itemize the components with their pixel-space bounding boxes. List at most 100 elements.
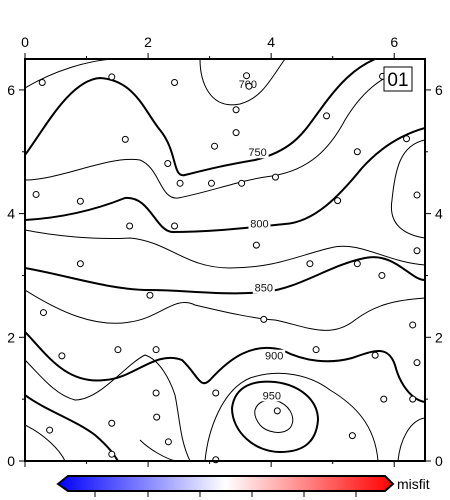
data-points — [32, 72, 421, 464]
contour-lines — [25, 59, 425, 461]
contour-label: 950 — [263, 390, 281, 402]
y-tick-label-right: 4 — [435, 206, 443, 222]
data-point[interactable] — [108, 73, 116, 81]
contour-label: 800 — [250, 218, 268, 230]
data-point[interactable] — [353, 148, 361, 156]
contour-label-bg — [263, 349, 286, 362]
data-point[interactable] — [238, 179, 246, 187]
contour-label: 850 — [255, 283, 273, 295]
contour-line — [390, 139, 425, 239]
data-point[interactable] — [164, 438, 172, 446]
data-point[interactable] — [306, 260, 314, 268]
data-point[interactable] — [76, 260, 84, 268]
x-tick-label: 6 — [390, 34, 398, 50]
data-point[interactable] — [152, 389, 160, 397]
contour-line-700 — [199, 59, 286, 106]
y-tick-label-right: 6 — [435, 82, 443, 98]
contour-line — [25, 67, 411, 199]
contour-line — [254, 399, 294, 433]
data-point[interactable] — [39, 309, 47, 317]
data-point[interactable] — [153, 413, 161, 421]
data-point[interactable] — [108, 450, 116, 458]
contour-line — [25, 229, 425, 269]
data-point[interactable] — [252, 241, 260, 249]
data-point[interactable] — [413, 359, 421, 367]
data-point[interactable] — [371, 351, 379, 359]
contour-line — [397, 417, 425, 461]
data-point[interactable] — [207, 179, 215, 187]
panel-label-box: 01 — [383, 66, 413, 92]
x-tick-label: 4 — [267, 34, 275, 50]
data-point[interactable] — [378, 271, 386, 279]
y-tick-label-right: 2 — [435, 329, 443, 345]
plot-frame — [24, 58, 426, 462]
data-point[interactable] — [312, 346, 320, 354]
y-tick-label-right: 0 — [435, 453, 443, 469]
contour-line — [25, 424, 66, 461]
panel-label: 01 — [387, 70, 408, 91]
data-point[interactable] — [176, 179, 184, 187]
data-point[interactable] — [146, 291, 154, 299]
contour-label: 900 — [265, 351, 283, 363]
colorbar-label: misfit — [397, 476, 430, 492]
contour-line-850[interactable] — [25, 256, 425, 295]
y-tick-label-left: 2 — [7, 329, 15, 345]
data-point[interactable] — [353, 260, 361, 268]
data-point[interactable] — [211, 142, 219, 150]
contour-line — [204, 372, 379, 461]
data-point[interactable] — [409, 321, 417, 329]
contour-label-bg — [246, 146, 269, 159]
data-point[interactable] — [212, 389, 220, 397]
y-tick-label-left: 0 — [7, 453, 15, 469]
data-point[interactable] — [32, 190, 40, 198]
contour-line — [25, 59, 116, 89]
data-point[interactable] — [273, 407, 281, 415]
x-tick-label: 0 — [21, 34, 29, 50]
data-point[interactable] — [323, 112, 331, 120]
data-point[interactable] — [260, 315, 268, 323]
data-point[interactable] — [171, 79, 179, 87]
data-point[interactable] — [114, 346, 122, 354]
data-point[interactable] — [171, 222, 179, 230]
contour-line — [25, 394, 119, 461]
data-point[interactable] — [403, 135, 411, 143]
data-point[interactable] — [334, 197, 342, 205]
contour-line — [25, 289, 425, 331]
y-tick-label-left: 6 — [7, 82, 15, 98]
data-point[interactable] — [413, 247, 421, 255]
data-point[interactable] — [232, 106, 240, 114]
contour-label: 750 — [248, 147, 266, 159]
data-point[interactable] — [409, 395, 417, 403]
contour-line-900[interactable] — [25, 331, 425, 403]
data-point[interactable] — [243, 72, 251, 80]
data-point[interactable] — [126, 222, 134, 230]
colorbar-bar — [56, 475, 395, 492]
contour-line-800[interactable] — [25, 127, 425, 234]
y-tick-label-left: 4 — [7, 206, 15, 222]
contour-line-950[interactable] — [230, 380, 320, 454]
x-tick-label: 2 — [144, 34, 152, 50]
data-point[interactable] — [46, 426, 54, 434]
data-point[interactable] — [58, 352, 66, 360]
contour-label-bg — [252, 281, 275, 294]
data-point[interactable] — [245, 82, 253, 90]
data-point[interactable] — [232, 129, 240, 137]
data-point[interactable] — [121, 135, 129, 143]
data-point[interactable] — [38, 79, 46, 87]
contour-label-bg — [260, 389, 283, 402]
data-point[interactable] — [76, 197, 84, 205]
contour-line-750[interactable] — [25, 59, 376, 177]
colorbar: misfit — [56, 475, 430, 497]
data-point[interactable] — [348, 432, 356, 440]
data-point[interactable] — [413, 191, 421, 199]
colorbar-ticks — [94, 491, 357, 497]
data-point[interactable] — [152, 346, 160, 354]
data-point[interactable] — [108, 419, 116, 427]
data-point[interactable] — [380, 395, 388, 403]
contour-line — [25, 354, 191, 461]
axis-ticks: 0 2 4 6 0 0 2 2 4 4 6 6 — [7, 34, 443, 469]
data-point[interactable] — [271, 173, 279, 181]
data-point[interactable] — [164, 160, 172, 168]
contour-label-bg — [248, 217, 271, 230]
